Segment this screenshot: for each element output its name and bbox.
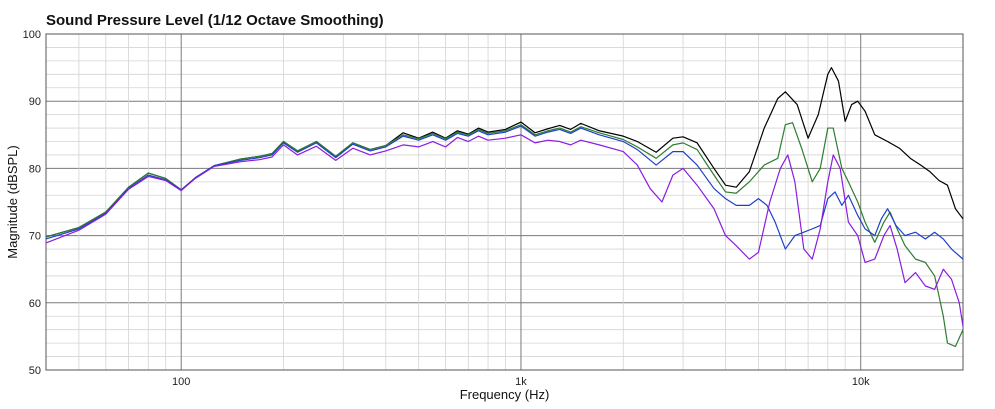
tick-labels: 50 60 70 80 90 100 100 1k 10k [23,29,870,388]
grid [45,33,964,371]
series-line-4 [45,134,964,327]
y-tick-label: 90 [29,96,41,108]
x-tick-label: 10k [852,376,870,388]
series-line-3 [45,125,964,260]
x-tick-label: 100 [172,376,190,388]
series-group [45,67,964,348]
y-tick-label: 80 [29,163,41,175]
y-tick-label: 70 [29,231,41,243]
plot-frame [45,33,964,371]
x-axis-label: Frequency (Hz) [460,387,550,402]
x-tick-label: 1k [515,376,527,388]
series-line-1 [45,67,964,238]
y-axis-label: Magnitude (dBSPL) [5,145,20,258]
series-line-2 [45,122,964,348]
y-tick-label: 100 [23,29,41,41]
y-tick-label: 50 [29,365,41,377]
y-tick-label: 60 [29,298,41,310]
chart-title: Sound Pressure Level (1/12 Octave Smooth… [46,12,384,29]
